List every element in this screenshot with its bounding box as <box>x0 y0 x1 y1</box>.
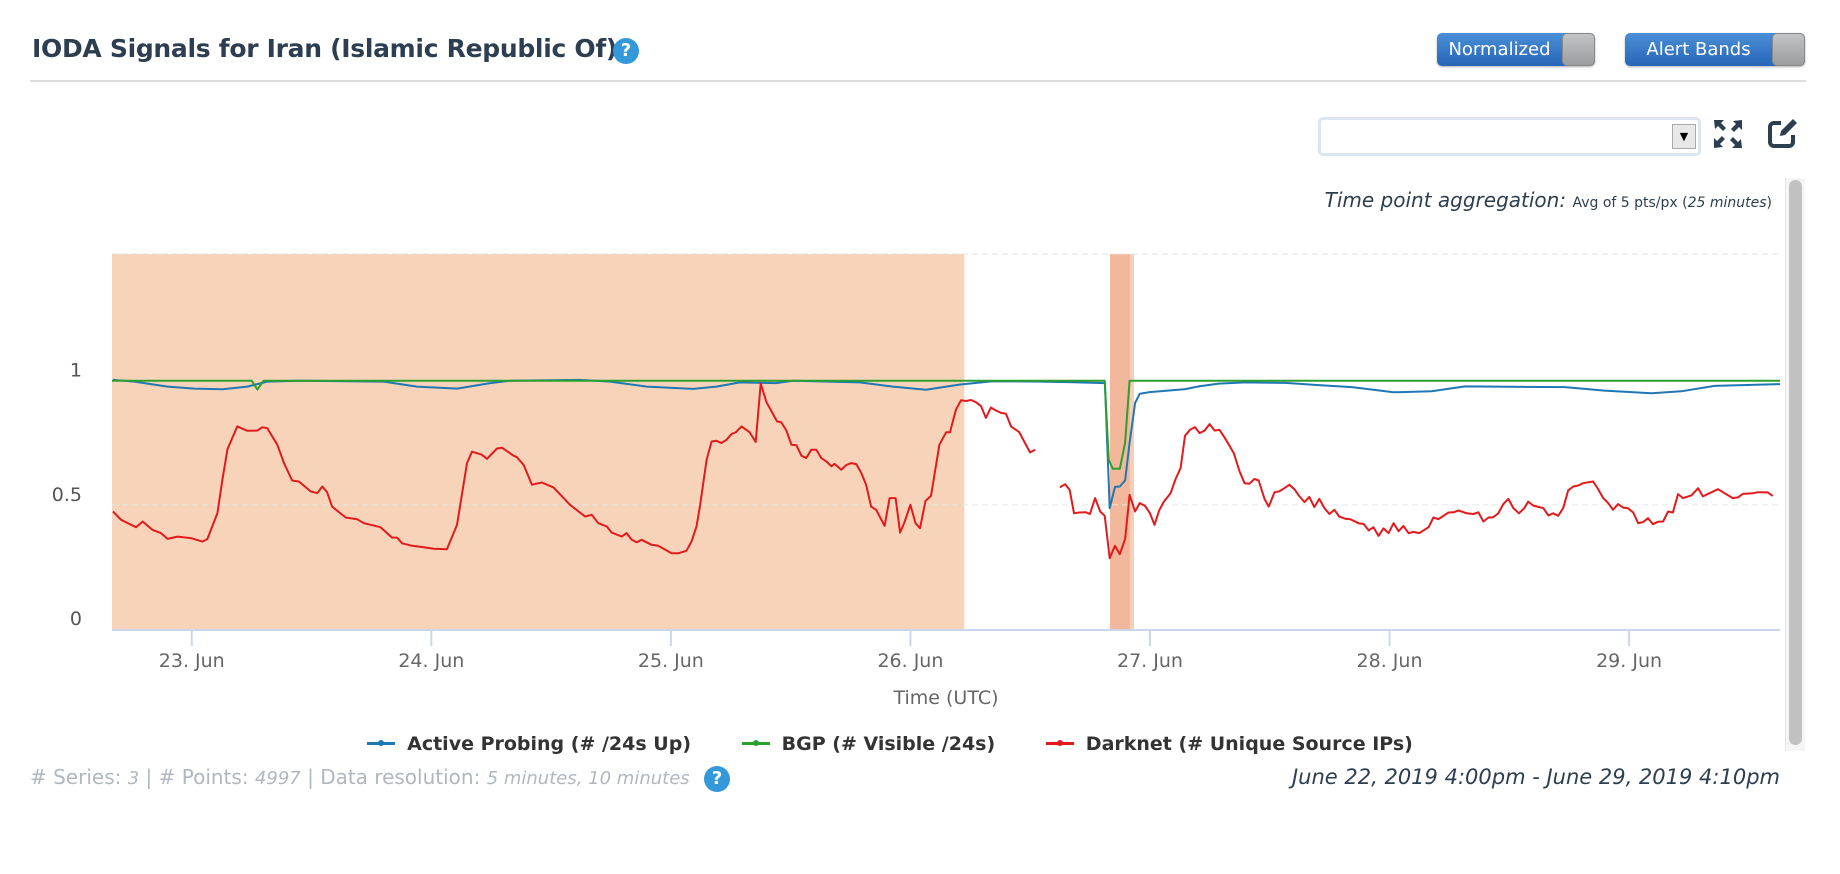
page-title: IODA Signals for Iran (Islamic Republic … <box>32 34 617 63</box>
x-tick-label: 25. Jun <box>638 650 704 672</box>
help-icon[interactable]: ? <box>704 765 731 792</box>
series-line-bgp <box>112 379 1780 470</box>
points-label: | # Points: <box>139 765 255 789</box>
x-tick-label: 26. Jun <box>877 650 943 672</box>
normalized-toggle-label: Normalized <box>1448 39 1551 60</box>
edit-icon[interactable] <box>1764 118 1800 154</box>
legend-line-icon <box>741 740 770 746</box>
series-count-label: # Series: <box>30 765 128 789</box>
legend-line-icon <box>1045 740 1074 746</box>
legend-label: BGP (# Visible /24s) <box>781 732 996 755</box>
help-icon[interactable]: ? <box>613 38 639 64</box>
alert-band <box>1130 254 1134 629</box>
aggregation-prefix: Avg of 5 pts/px ( <box>1572 195 1688 211</box>
x-tick-label: 29. Jun <box>1596 650 1662 672</box>
chevron-down-icon[interactable]: ▼ <box>1672 124 1696 149</box>
alert-band <box>1109 254 1131 629</box>
alert-bands-toggle[interactable]: Alert Bands <box>1625 33 1805 66</box>
alert-bands-toggle-label: Alert Bands <box>1646 39 1751 60</box>
aggregation-minutes: 25 minutes <box>1687 195 1767 211</box>
series-line-darknet <box>1059 423 1774 560</box>
y-tick-label: 0.5 <box>52 484 82 506</box>
chart-legend: Active Probing (# /24s Up) BGP (# Visibl… <box>0 728 1780 755</box>
scrollbar-thumb[interactable] <box>1789 180 1802 745</box>
legend-label: Darknet (# Unique Source IPs) <box>1085 732 1413 755</box>
header-divider <box>30 80 1806 82</box>
y-tick-label: 0 <box>70 608 82 630</box>
legend-line-icon <box>367 740 396 746</box>
resolution-label: | Data resolution: <box>300 765 487 789</box>
fullscreen-expand-icon[interactable] <box>1710 118 1746 154</box>
alert-band <box>112 254 965 629</box>
title-text: IODA Signals for Iran (Islamic Republic … <box>32 34 618 63</box>
normalized-toggle[interactable]: Normalized <box>1437 33 1595 66</box>
aggregation-label: Time point aggregation: <box>1324 188 1567 212</box>
x-axis-title: Time (UTC) <box>892 687 998 709</box>
x-tick-label: 27. Jun <box>1117 650 1183 672</box>
series-count: 3 <box>127 768 140 789</box>
series-stats: # Series: 3 | # Points: 4997 | Data reso… <box>30 765 731 792</box>
aggregation-info: Time point aggregation: Avg of 5 pts/px … <box>1325 188 1772 212</box>
date-range: June 22, 2019 4:00pm - June 29, 2019 4:1… <box>1291 765 1780 789</box>
series-select[interactable]: ▼ <box>1318 117 1701 156</box>
series-line-darknet <box>112 382 1036 555</box>
legend-item-darknet[interactable]: Darknet (# Unique Source IPs) <box>1045 732 1413 755</box>
legend-label: Active Probing (# /24s Up) <box>407 732 692 755</box>
legend-item-active-probing[interactable]: Active Probing (# /24s Up) <box>367 733 691 755</box>
toggle-knob[interactable] <box>1772 33 1805 66</box>
points-count: 4997 <box>254 768 301 789</box>
x-tick-label: 23. Jun <box>159 650 225 672</box>
legend-item-bgp[interactable]: BGP (# Visible /24s) <box>741 732 996 755</box>
toggle-knob[interactable] <box>1562 33 1595 66</box>
scrollbar[interactable] <box>1785 178 1805 751</box>
aggregation-suffix: ) <box>1766 195 1772 211</box>
y-tick-label: 1 <box>70 360 82 382</box>
x-tick-label: 28. Jun <box>1357 650 1423 672</box>
x-tick-label: 24. Jun <box>398 650 464 672</box>
resolution-value: 5 minutes, 10 minutes <box>486 768 690 789</box>
